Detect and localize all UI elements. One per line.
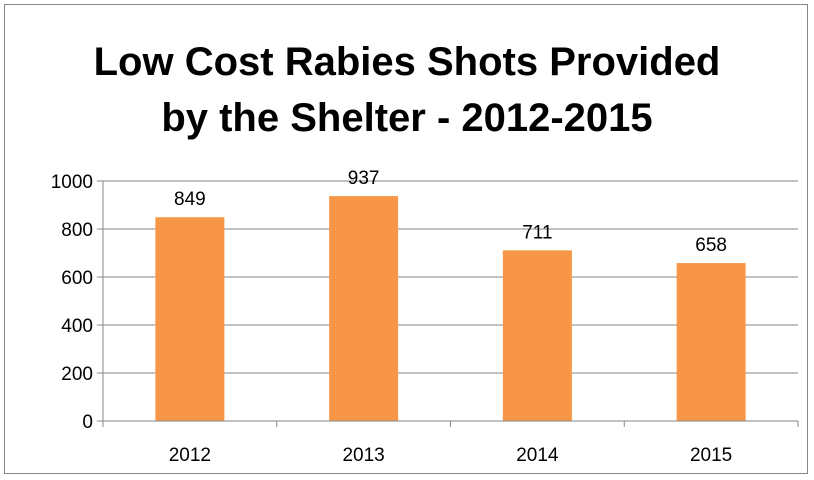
chart-title-line-2: by the Shelter - 2012-2015 (161, 96, 653, 140)
y-tick-label: 0 (82, 412, 93, 433)
y-tick-label: 1000 (51, 172, 93, 193)
data-label: 937 (348, 168, 380, 189)
y-tick-label: 800 (61, 220, 93, 241)
bar (676, 263, 746, 421)
bar (502, 250, 572, 421)
data-label: 849 (174, 189, 206, 210)
chart-frame (4, 4, 808, 474)
data-label: 711 (522, 222, 552, 243)
x-tick-label: 2015 (690, 445, 732, 466)
bar (155, 217, 225, 421)
chart-title-line-1: Low Cost Rabies Shots Provided (93, 40, 721, 84)
x-tick-label: 2014 (516, 445, 559, 466)
x-tick-label: 2012 (169, 445, 211, 466)
data-label: 658 (695, 235, 727, 256)
y-tick-label: 600 (61, 268, 93, 289)
x-tick-label: 2013 (342, 445, 384, 466)
chart-title: Low Cost Rabies Shots Provided by the Sh… (0, 34, 814, 146)
y-tick-label: 400 (61, 316, 93, 337)
bar (329, 196, 399, 421)
y-tick-label: 200 (61, 364, 93, 385)
